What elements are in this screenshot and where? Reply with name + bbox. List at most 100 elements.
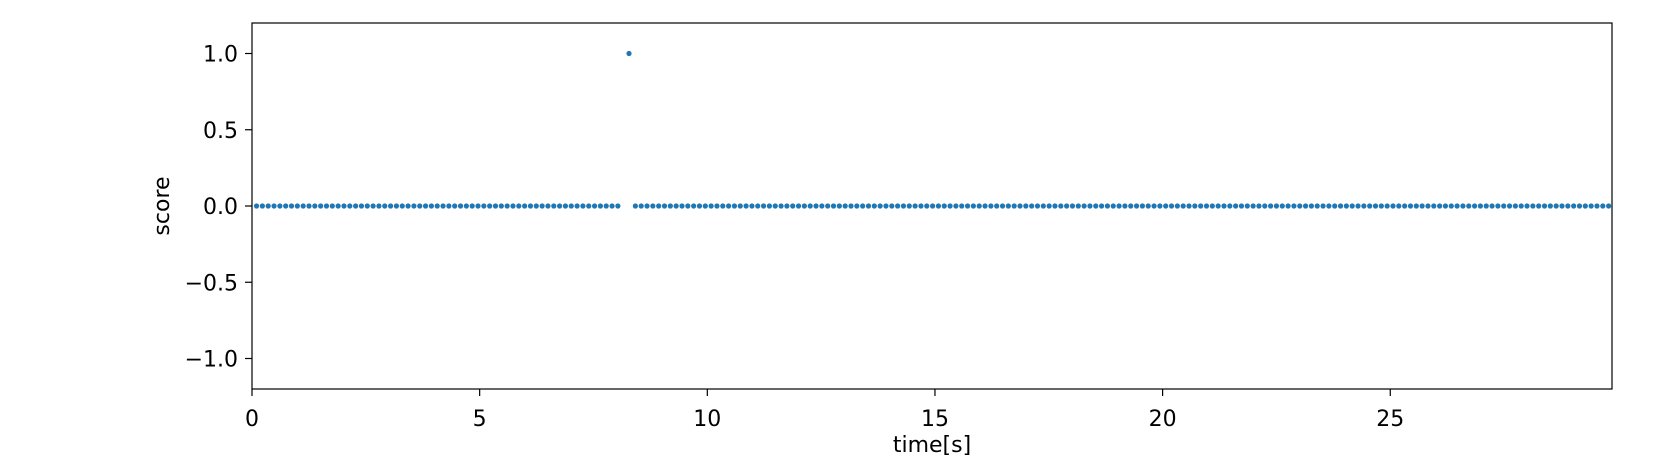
data-point: [475, 203, 481, 209]
data-point: [790, 203, 796, 209]
data-point: [830, 203, 837, 209]
data-point: [1553, 203, 1559, 209]
data-point: [271, 203, 277, 209]
data-point: [1151, 203, 1157, 209]
data-point: [522, 203, 528, 209]
data-point: [679, 203, 685, 209]
data-point: [1244, 203, 1250, 209]
data-point: [1413, 203, 1419, 209]
data-point: [696, 203, 703, 209]
data-point: [1582, 203, 1588, 209]
data-point: [562, 203, 569, 209]
data-point: [632, 203, 638, 209]
data-point: [1075, 203, 1081, 209]
data-point: [964, 203, 971, 209]
y-tick-label: −1.0: [185, 348, 238, 373]
data-point: [912, 203, 918, 209]
data-point: [440, 203, 446, 209]
data-point: [1157, 203, 1163, 209]
data-point: [253, 203, 260, 209]
data-point: [1238, 203, 1245, 209]
data-point: [673, 203, 679, 209]
data-point: [720, 203, 726, 209]
data-point: [347, 203, 353, 209]
data-point: [708, 203, 714, 209]
data-point: [935, 203, 942, 209]
data-point: [1279, 203, 1285, 209]
data-point: [1308, 203, 1315, 209]
data-point: [1215, 203, 1221, 209]
data-point: [1460, 203, 1466, 209]
data-point: [1594, 203, 1600, 209]
data-point: [1571, 203, 1577, 209]
data-point: [900, 203, 907, 209]
data-point: [947, 203, 953, 209]
data-point: [405, 203, 411, 209]
data-point: [323, 203, 330, 209]
data-point: [1005, 203, 1011, 209]
data-point: [358, 203, 365, 209]
data-point: [1291, 203, 1297, 209]
y-tick-label: 0.0: [203, 195, 238, 220]
data-point: [1559, 203, 1565, 209]
data-point: [428, 203, 434, 209]
data-point: [1268, 203, 1274, 209]
data-point: [1186, 203, 1192, 209]
data-point: [755, 203, 761, 209]
data-point: [329, 203, 335, 209]
data-point: [1547, 203, 1553, 209]
data-point: [1302, 203, 1309, 209]
data-point: [586, 203, 592, 209]
data-point: [865, 203, 872, 209]
data-point: [411, 203, 417, 209]
data-point: [551, 203, 557, 209]
y-axis-label: score: [150, 176, 175, 235]
data-point: [1343, 203, 1349, 209]
data-point: [487, 203, 493, 209]
data-point: [889, 203, 895, 209]
data-point: [970, 203, 976, 209]
data-point: [1209, 203, 1215, 209]
data-point: [1326, 203, 1332, 209]
data-point: [1093, 203, 1099, 209]
data-point: [877, 203, 883, 209]
data-point: [1541, 203, 1548, 209]
data-point: [1099, 203, 1105, 209]
data-point: [1471, 203, 1478, 209]
data-point: [1168, 203, 1175, 209]
data-point: [288, 203, 295, 209]
data-point: [545, 203, 551, 209]
data-point: [895, 203, 901, 209]
data-point: [1174, 203, 1180, 209]
data-point: [318, 203, 324, 209]
data-point: [1198, 203, 1204, 209]
data-point: [1396, 203, 1402, 209]
data-point: [848, 203, 854, 209]
data-point: [929, 203, 936, 209]
data-point: [1483, 203, 1489, 209]
data-point: [1029, 203, 1035, 209]
data-point: [591, 203, 598, 209]
data-point: [1501, 203, 1507, 209]
data-point: [1040, 203, 1046, 209]
data-point: [656, 203, 662, 209]
data-point: [813, 203, 819, 209]
data-point: [434, 203, 440, 209]
data-point: [1425, 203, 1431, 209]
data-points: [253, 50, 1612, 209]
data-point: [1361, 203, 1367, 209]
data-point: [510, 203, 516, 209]
data-point: [667, 203, 673, 209]
data-point: [1227, 203, 1233, 209]
data-point: [1390, 203, 1396, 209]
data-point: [1367, 203, 1373, 209]
data-point: [1565, 203, 1571, 209]
data-point: [906, 203, 912, 209]
x-tick-label: 15: [921, 407, 949, 432]
data-point: [953, 203, 959, 209]
data-point: [1145, 203, 1151, 209]
data-point: [1058, 203, 1064, 209]
data-point: [1454, 203, 1460, 209]
data-point: [737, 203, 743, 209]
data-point: [941, 203, 947, 209]
